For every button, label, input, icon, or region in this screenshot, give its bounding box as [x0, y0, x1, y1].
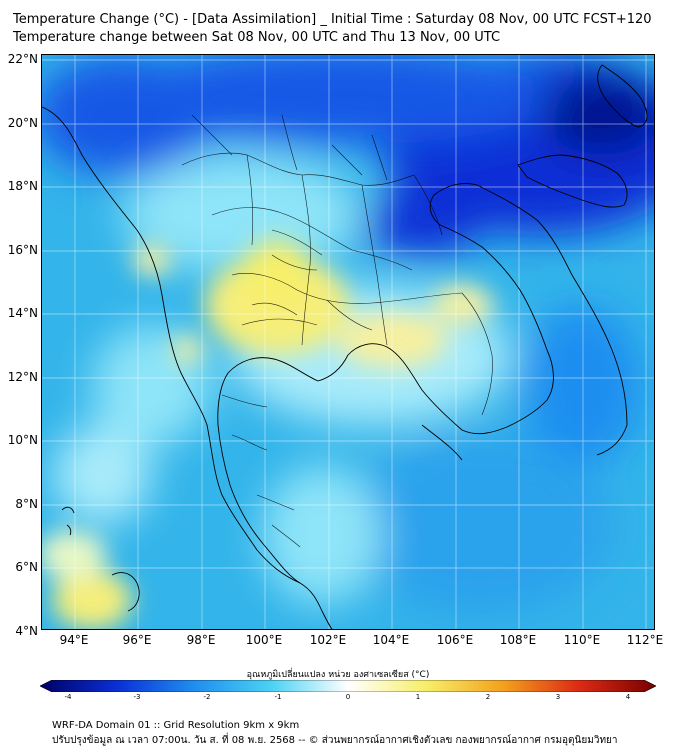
footer-model-info: WRF-DA Domain 01 :: Grid Resolution 9km …	[52, 720, 300, 731]
lon-label: 100°E	[245, 633, 283, 647]
footer-credit: ปรับปรุงข้อมูล ณ เวลา 07:00น. วัน ส. ที่…	[52, 735, 618, 746]
lat-label: 22°N	[7, 52, 38, 66]
lon-label: 98°E	[186, 633, 216, 647]
lat-label: 14°N	[7, 306, 38, 320]
colorbar-tick: 2	[485, 693, 491, 701]
colorbar-tick: 1	[415, 693, 421, 701]
lat-label: 4°N	[15, 624, 38, 638]
lon-label: 102°E	[309, 633, 347, 647]
colorbar-tick: -2	[203, 693, 211, 701]
lon-label: 96°E	[122, 633, 152, 647]
map-title: Temperature Change (°C) - [Data Assimila…	[13, 12, 652, 27]
lon-label: 94°E	[59, 633, 89, 647]
lon-label: 110°E	[563, 633, 601, 647]
colorbar-tick: -1	[274, 693, 282, 701]
colorbar-tick: 3	[555, 693, 561, 701]
colorbar-ramp	[40, 680, 656, 692]
lon-label: 108°E	[499, 633, 537, 647]
coastlines	[42, 64, 648, 629]
map-canvas	[42, 55, 654, 629]
lon-label: 112°E	[626, 633, 664, 647]
map-subtitle: Temperature change between Sat 08 Nov, 0…	[13, 30, 501, 45]
lat-label: 12°N	[7, 370, 38, 384]
lat-label: 18°N	[7, 179, 38, 193]
lat-label: 6°N	[15, 560, 38, 574]
colorbar	[40, 680, 656, 692]
colorbar-tick: -3	[133, 693, 141, 701]
lat-label: 20°N	[7, 116, 38, 130]
colorbar-title: อุณหภูมิเปลี่ยนแปลง หน่วย องศาเซลเซียส (…	[246, 670, 430, 680]
colorbar-tick: 0	[345, 693, 351, 701]
lat-label: 10°N	[7, 433, 38, 447]
lat-label: 16°N	[7, 243, 38, 257]
admin-borders	[181, 114, 493, 548]
colorbar-tick: -4	[64, 693, 72, 701]
colorbar-tick: 4	[625, 693, 631, 701]
temperature-change-map	[41, 54, 655, 630]
graticule	[42, 55, 654, 629]
lon-label: 106°E	[436, 633, 474, 647]
lat-label: 8°N	[15, 497, 38, 511]
lon-label: 104°E	[372, 633, 410, 647]
